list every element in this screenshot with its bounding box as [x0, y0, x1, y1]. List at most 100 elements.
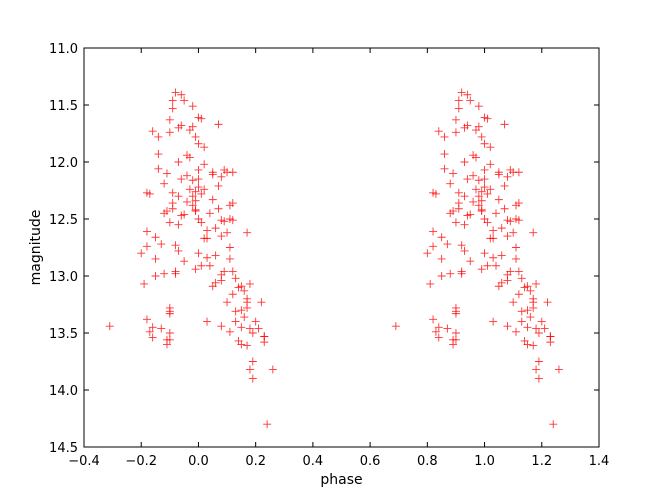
data-point: [537, 317, 546, 326]
y-tick-label: 11.5: [49, 99, 78, 114]
data-point: [183, 197, 191, 206]
data-point: [197, 189, 206, 198]
data-point: [245, 365, 254, 374]
data-point: [145, 189, 154, 198]
data-point: [223, 228, 232, 237]
data-point: [245, 279, 254, 288]
data-point: [165, 218, 174, 227]
data-point: [188, 201, 197, 210]
data-point: [243, 341, 252, 350]
data-point: [203, 317, 212, 326]
data-point: [225, 254, 234, 263]
data-point: [177, 175, 186, 184]
data-point: [205, 209, 214, 218]
data-point: [540, 324, 549, 333]
data-point: [446, 179, 455, 188]
data-point: [188, 176, 197, 185]
data-point: [160, 269, 169, 278]
data-point: [460, 192, 469, 201]
data-point: [165, 329, 174, 337]
data-point: [137, 249, 146, 258]
x-tick-label: 0.8: [417, 454, 438, 469]
y-tick-label: 14.5: [49, 441, 78, 456]
y-tick-label: 13.0: [49, 270, 78, 285]
data-point: [174, 246, 183, 255]
y-tick-label: 12.0: [49, 156, 78, 171]
data-point: [460, 220, 469, 229]
data-point: [142, 242, 151, 251]
data-point: [220, 217, 229, 226]
data-point: [228, 290, 237, 299]
data-point: [174, 192, 183, 201]
data-point: [549, 420, 558, 429]
data-point: [554, 365, 563, 374]
data-point: [168, 188, 177, 197]
data-point: [523, 282, 532, 291]
data-point: [474, 192, 483, 201]
data-point: [251, 317, 260, 326]
data-point: [191, 207, 200, 216]
data-point: [245, 324, 254, 333]
y-tick-label: 14.0: [49, 384, 78, 399]
data-point: [449, 169, 458, 178]
data-point: [457, 241, 466, 250]
data-point: [194, 165, 203, 174]
data-point: [429, 242, 438, 251]
data-point: [168, 104, 177, 113]
data-point: [463, 175, 472, 184]
data-point: [451, 218, 460, 227]
data-point: [200, 160, 209, 169]
data-point: [477, 265, 486, 274]
data-point: [203, 253, 212, 262]
data-point: [171, 88, 180, 97]
x-tick-label: 0.0: [188, 454, 209, 469]
data-point: [529, 228, 538, 237]
data-point: [534, 329, 543, 337]
data-point: [194, 139, 203, 148]
data-point: [503, 172, 512, 181]
data-point: [429, 315, 438, 324]
data-point: [243, 303, 252, 312]
data-point: [197, 218, 206, 227]
data-point: [217, 276, 226, 285]
data-point: [497, 278, 506, 287]
data-point: [214, 120, 223, 129]
data-point: [509, 228, 518, 237]
data-point: [188, 192, 197, 201]
data-point: [160, 179, 169, 188]
data-point: [154, 164, 163, 173]
data-point: [194, 175, 203, 184]
data-point: [449, 340, 458, 349]
data-point: [512, 254, 521, 263]
data-point: [512, 327, 521, 336]
data-point: [446, 269, 455, 278]
data-point: [514, 216, 523, 225]
data-point: [477, 207, 486, 216]
scatter-points: [105, 88, 563, 429]
data-point: [188, 102, 197, 111]
data-point: [248, 374, 257, 383]
data-point: [154, 150, 163, 159]
data-point: [494, 170, 503, 179]
data-point: [454, 104, 463, 113]
data-point: [514, 267, 523, 276]
data-point: [443, 324, 452, 333]
data-point: [197, 261, 206, 270]
data-point: [228, 199, 237, 208]
data-point: [440, 150, 449, 159]
x-axis-ticks: −0.4 −0.2 0.0 0.2 0.4 0.6 0.8 1.0 1.2 1.4: [68, 48, 609, 469]
y-tick-label: 12.5: [49, 213, 78, 228]
data-point: [451, 128, 460, 137]
data-point: [497, 224, 506, 233]
data-point: [434, 127, 443, 136]
data-point: [154, 132, 163, 141]
data-point: [214, 181, 223, 190]
data-point: [483, 261, 492, 270]
data-point: [514, 199, 523, 208]
data-point: [454, 188, 463, 197]
data-point: [142, 315, 151, 324]
data-point: [223, 298, 232, 307]
data-point: [151, 233, 160, 242]
data-point: [248, 329, 257, 337]
